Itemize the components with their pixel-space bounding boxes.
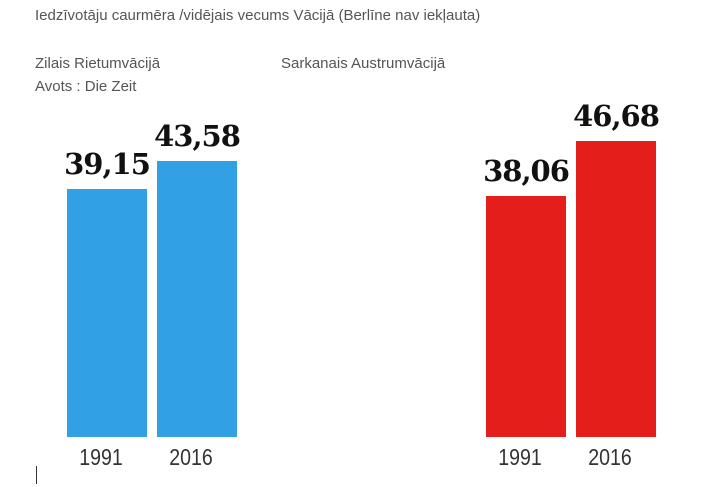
- bar-Rietumvācija-2016: [157, 160, 237, 437]
- legend-east: Sarkanais Austrumvācijā: [281, 55, 446, 72]
- text-cursor: [36, 466, 37, 484]
- x-tick-label: 1991: [79, 444, 123, 470]
- x-tick-label: 1991: [498, 444, 542, 470]
- data-label: 46,68: [573, 99, 660, 134]
- data-label: 43,58: [154, 118, 241, 153]
- bar-Rietumvācija-1991: [67, 188, 147, 437]
- data-label: 39,15: [64, 146, 151, 181]
- x-tick-label: 2016: [588, 444, 632, 470]
- legend-west: Zilais Rietumvācijā: [35, 55, 161, 72]
- bar-Austrumvācija-2016: [576, 141, 656, 437]
- source-note: Avots : Die Zeit: [35, 78, 137, 95]
- x-tick-label: 2016: [169, 444, 213, 470]
- data-label: 38,06: [483, 153, 570, 188]
- bar-Austrumvācija-1991: [486, 195, 566, 437]
- chart-title: Iedzīvotāju caurmēra /vidējais vecums Vā…: [35, 7, 481, 24]
